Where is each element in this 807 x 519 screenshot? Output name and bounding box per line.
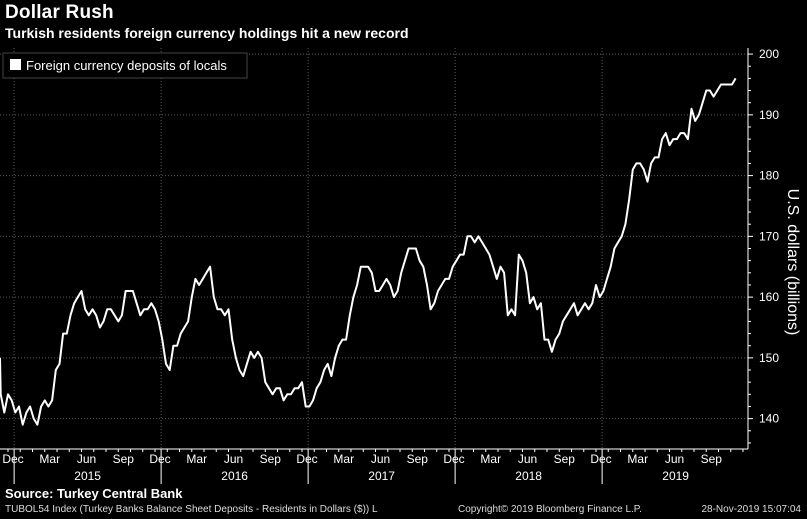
x-tick-label: Sep [260,452,282,466]
x-year-label: 2019 [662,469,689,483]
x-tick-label: Sep [113,452,135,466]
chart-title: Dollar Rush [5,2,114,23]
y-axis-label: U.S. dollars (billions) [784,189,801,336]
legend-box [2,52,248,79]
series-line-foreign-currency-deposits [0,77,737,426]
y-tick-label: 160 [759,290,779,304]
legend-swatch [10,59,21,70]
x-tick-label: Mar [333,452,354,466]
x-tick-label: Mar [39,452,60,466]
legend: Foreign currency deposits of locals [2,52,248,79]
copyright: Copyright© 2019 Bloomberg Finance L.P. [458,504,642,515]
x-year-label: 2018 [515,469,542,483]
index-note: TUBOL54 Index (Turkey Banks Balance Shee… [5,504,378,515]
y-tick-label: 150 [759,351,779,365]
x-tick-label: Sep [701,452,723,466]
x-tick-label: Jun [224,452,243,466]
y-tick-label: 140 [759,412,779,426]
x-tick-label: Jun [371,452,390,466]
x-tick-label: Dec [149,452,170,466]
x-tick-label: Mar [627,452,648,466]
legend-entry: Foreign currency deposits of locals [26,58,227,73]
gridlines [0,48,748,449]
x-tick-label: Sep [407,452,429,466]
x-tick-label: Dec [590,452,611,466]
x-tick-label: Jun [518,452,537,466]
x-year-label: 2017 [368,469,395,483]
x-tick-label: Dec [443,452,464,466]
y-tick-label: 170 [759,229,779,243]
y-tick-label: 180 [759,169,779,183]
y-axis: 140 150 160 170 180 190 200 [747,47,779,449]
x-tick-label: Jun [77,452,96,466]
x-tick-label: Dec [296,452,317,466]
x-axis: Dec Mar Jun Sep Dec Mar Jun Sep Dec Mar Jun Sep Dec M… [0,448,748,484]
y-tick-label: 190 [759,108,779,122]
x-tick-label: Dec [2,452,23,466]
x-tick-label: Sep [554,452,576,466]
source-note: Source: Turkey Central Bank [5,486,183,501]
timestamp: 28-Nov-2019 15:07:04 [701,504,801,515]
y-tick-label: 200 [759,47,779,61]
x-tick-label: Mar [186,452,207,466]
chart-subtitle: Turkish residents foreign currency holdi… [5,25,409,41]
x-year-label: 2016 [221,469,248,483]
x-tick-label: Mar [480,452,501,466]
x-tick-label: Jun [665,452,684,466]
x-year-label: 2015 [74,469,101,483]
